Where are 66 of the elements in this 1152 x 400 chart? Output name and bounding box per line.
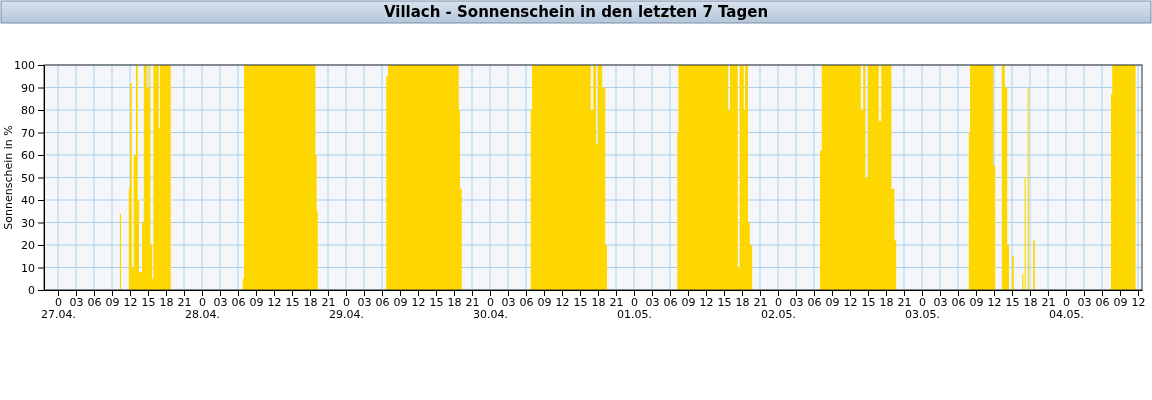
x-tick-label: 06 [519, 296, 534, 309]
x-tick-label: 09 [249, 296, 264, 309]
x-tick-label: 09 [825, 296, 840, 309]
y-tick-label: 30 [21, 216, 35, 230]
y-axis-title: Sonnenschein in % [2, 125, 15, 230]
x-tick-label: 03 [645, 296, 660, 309]
x-tick-label: 09 [1113, 296, 1128, 309]
x-tick-label: 09 [537, 296, 552, 309]
x-tick-label: 21 [1041, 296, 1056, 309]
y-tick-label: 50 [21, 171, 35, 185]
chart-title: Villach - Sonnenschein in den letzten 7 Tagen [383, 3, 769, 21]
x-tick-label: 06 [87, 296, 102, 309]
x-tick-label: 21 [897, 296, 912, 309]
x-tick-label: 18 [1023, 296, 1038, 309]
x-tick-label: 12 [699, 296, 714, 309]
x-tick-label: 21 [177, 296, 192, 309]
y-tick-label: 100 [14, 59, 35, 73]
x-tick-label: 15 [141, 296, 156, 309]
x-tick-label: 18 [879, 296, 894, 309]
x-tick-label: 18 [303, 296, 318, 309]
x-tick-label: 18 [591, 296, 606, 309]
x-tick-label: 18 [447, 296, 462, 309]
y-tick-label: 10 [21, 261, 35, 275]
y-tick-label: 60 [21, 149, 35, 163]
y-tick-label: 70 [21, 126, 35, 140]
x-tick-label: 15 [429, 296, 444, 309]
x-tick-label: 21 [609, 296, 624, 309]
x-tick-label: 06 [951, 296, 966, 309]
x-tick-label: 06 [1095, 296, 1110, 309]
x-tick-label: 21 [753, 296, 768, 309]
x-tick-label: 12 [123, 296, 138, 309]
x-tick-label: 03 [69, 296, 84, 309]
x-tick-label: 06 [807, 296, 822, 309]
x-tick-label: 21 [465, 296, 480, 309]
y-tick-label: 40 [21, 194, 35, 208]
x-tick-label: 03 [357, 296, 372, 309]
y-tick-label: 80 [21, 104, 35, 118]
x-tick-label: 15 [573, 296, 588, 309]
x-tick-label: 15 [1005, 296, 1020, 309]
x-tick-label: 06 [231, 296, 246, 309]
x-tick-label: 12 [411, 296, 426, 309]
x-tick-label: 15 [717, 296, 732, 309]
x-tick-label: 06 [375, 296, 390, 309]
x-tick-label: 18 [159, 296, 174, 309]
x-tick-label: 12 [267, 296, 282, 309]
x-tick-label: 03 [933, 296, 948, 309]
x-tick-label: 18 [735, 296, 750, 309]
x-tick-label: 15 [285, 296, 300, 309]
x-tick-label: 06 [663, 296, 678, 309]
x-tick-label: 09 [681, 296, 696, 309]
x-tick-label: 15 [861, 296, 876, 309]
x-tick-label: 12 [843, 296, 858, 309]
x-tick-label: 09 [393, 296, 408, 309]
y-tick-label: 0 [28, 284, 35, 298]
x-tick-label: 21 [321, 296, 336, 309]
x-tick-label: 03 [501, 296, 516, 309]
x-tick-label: 09 [969, 296, 984, 309]
y-tick-label: 20 [21, 239, 35, 253]
x-tick-label: 12 [555, 296, 570, 309]
y-tick-label: 90 [21, 81, 35, 95]
x-tick-label: 03 [789, 296, 804, 309]
x-tick-label: 09 [105, 296, 120, 309]
x-tick-label: 12 [987, 296, 1002, 309]
x-tick-label: 03 [213, 296, 228, 309]
x-tick-label: 12 [1131, 296, 1146, 309]
x-tick-label: 03 [1077, 296, 1092, 309]
